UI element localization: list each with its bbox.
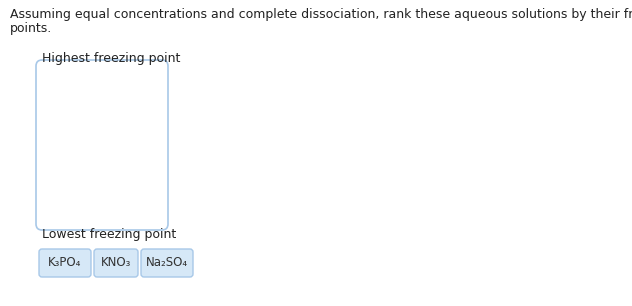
Text: Na₂SO₄: Na₂SO₄ [146,256,188,270]
FancyBboxPatch shape [36,60,168,230]
Text: K₃PO₄: K₃PO₄ [48,256,82,270]
Text: Lowest freezing point: Lowest freezing point [42,228,176,241]
Text: Assuming equal concentrations and complete dissociation, rank these aqueous solu: Assuming equal concentrations and comple… [10,8,632,21]
Text: Highest freezing point: Highest freezing point [42,52,180,65]
FancyBboxPatch shape [94,249,138,277]
FancyBboxPatch shape [141,249,193,277]
Text: KNO₃: KNO₃ [101,256,131,270]
FancyBboxPatch shape [39,249,91,277]
Text: points.: points. [10,22,52,35]
